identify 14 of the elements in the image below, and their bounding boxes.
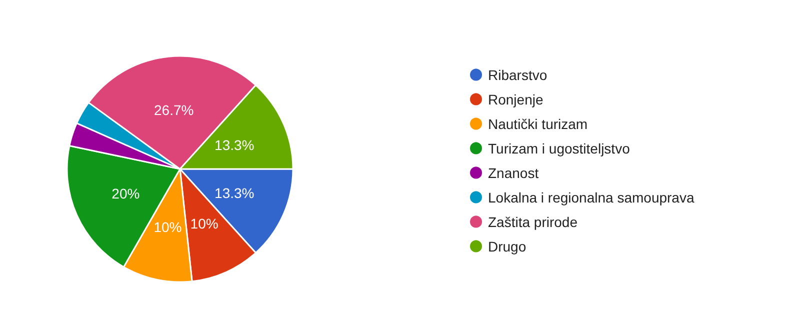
legend-label: Znanost	[488, 164, 539, 181]
data-label: 26.7%	[154, 102, 194, 118]
legend-label: Zaštita prirode	[488, 214, 578, 230]
legend-label: Turizam i ugostiteljstvo	[488, 140, 630, 156]
data-label: 20%	[112, 185, 140, 202]
legend-label: Nautički turizam	[488, 116, 588, 132]
data-label: 10%	[190, 215, 218, 232]
legend-label: Lokalna i regionalna samouprava	[488, 189, 694, 206]
data-label: 10%	[154, 219, 182, 236]
legend-label: Drugo	[488, 238, 526, 254]
legend-label: Ribarstvo	[488, 66, 548, 83]
data-label: 13.3%	[214, 136, 254, 153]
data-label: 13.3%	[214, 185, 254, 202]
legend-label: Ronjenje	[488, 91, 544, 108]
